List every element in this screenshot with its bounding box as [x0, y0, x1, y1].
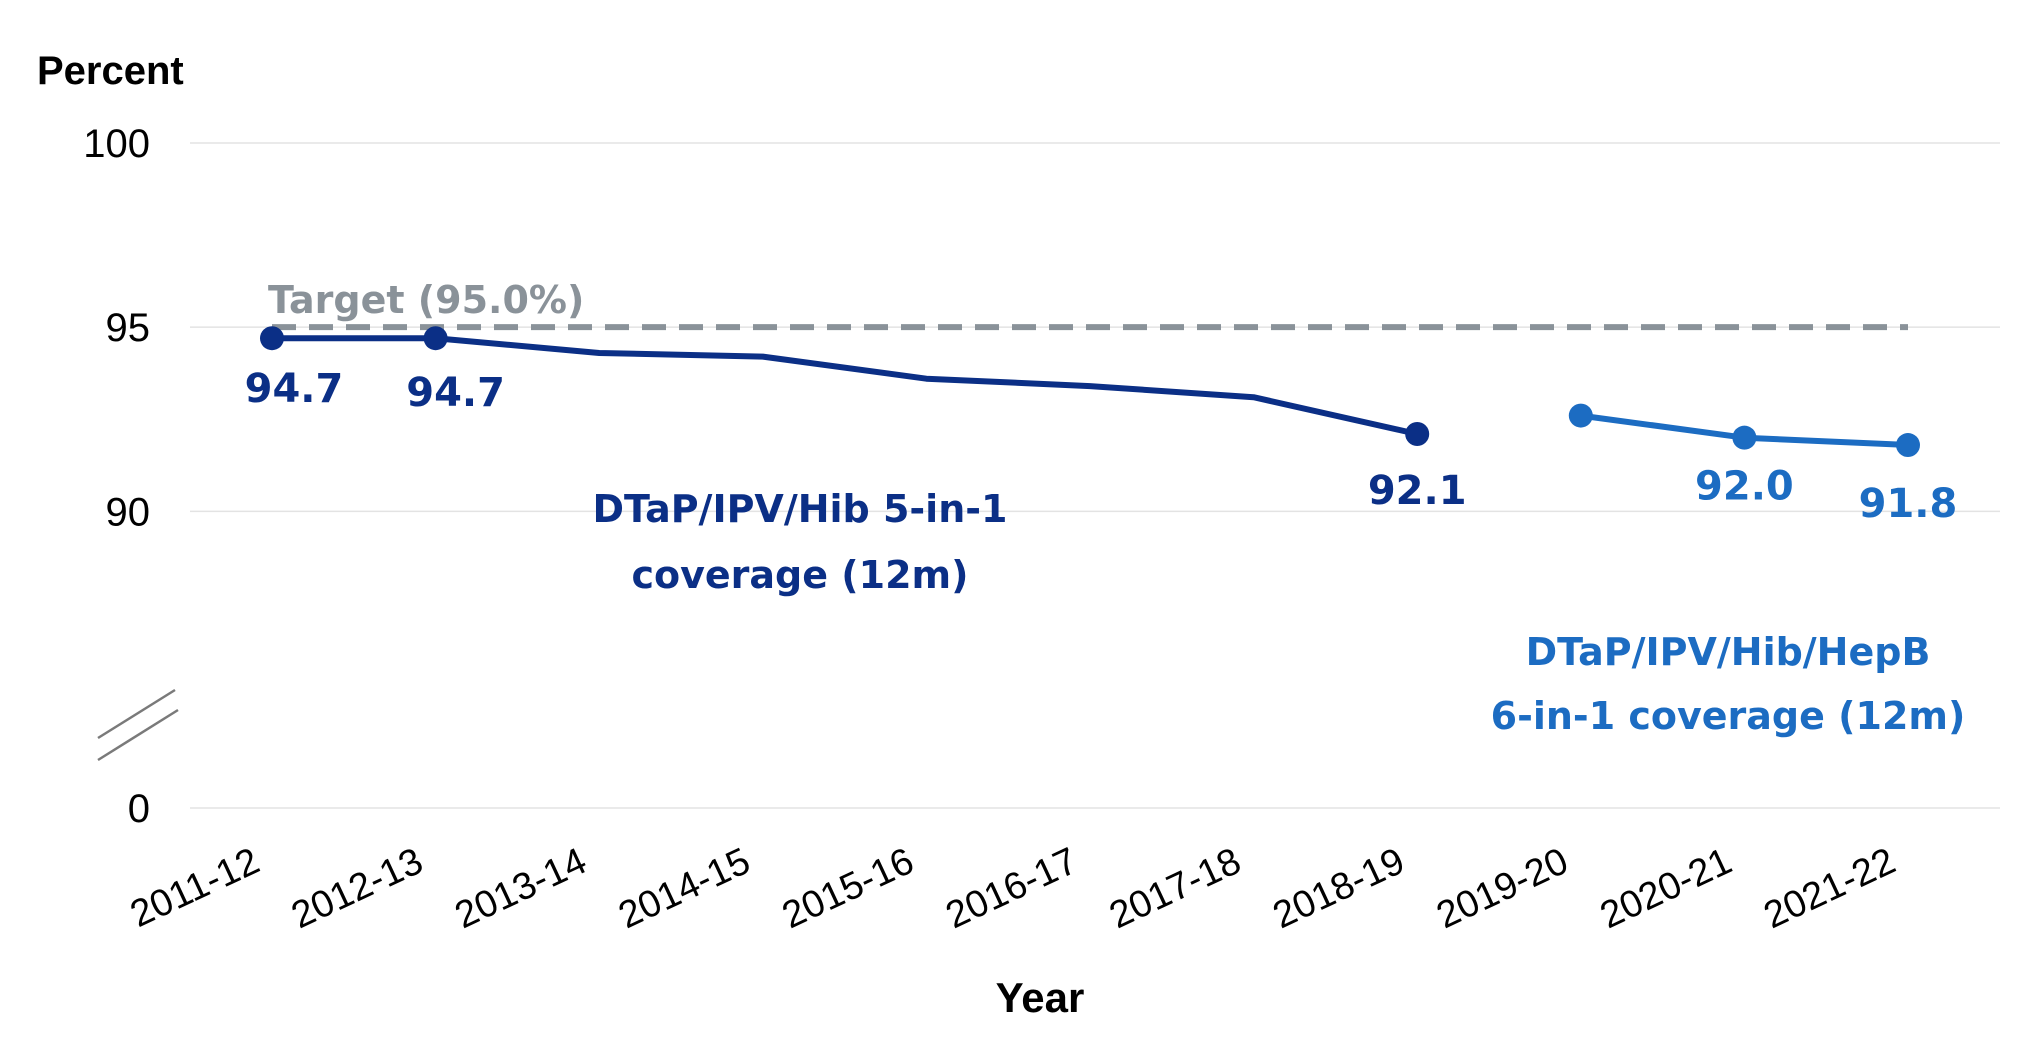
- y-axis-title: Percent: [37, 49, 184, 93]
- x-tick-label: 2020-21: [1594, 840, 1738, 937]
- data-label: 94.7: [406, 370, 505, 416]
- axis-break-icon: [97, 688, 179, 762]
- data-point: [1896, 433, 1920, 458]
- x-tick-label: 2019-20: [1430, 840, 1574, 937]
- x-axis-ticks: 2011-12 2012-13 2013-14 2014-15 2015-16 2016-…: [124, 840, 1902, 937]
- x-axis-title: Year: [996, 974, 1085, 1021]
- axis-break-stroke: [97, 688, 176, 740]
- x-tick-label: 2014-15: [612, 840, 756, 937]
- target-label: Target (95.0%): [268, 278, 584, 322]
- target-line-group: Target (95.0%): [268, 278, 1908, 331]
- x-tick-label: 2021-22: [1758, 840, 1902, 937]
- series-name-label: coverage (12m): [632, 553, 969, 597]
- data-point: [260, 326, 284, 351]
- y-tick-label: 0: [128, 787, 150, 831]
- data-point: [1568, 403, 1593, 428]
- data-point: [423, 326, 448, 351]
- series-lines: [272, 335, 1909, 448]
- data-label: 92.0: [1695, 464, 1794, 510]
- series-markers: [260, 326, 1920, 458]
- x-tick-label: 2011-12: [124, 840, 266, 936]
- x-tick-label: 2016-17: [940, 840, 1084, 937]
- data-label: 91.8: [1859, 481, 1958, 527]
- x-tick-label: 2017-18: [1103, 840, 1247, 937]
- axis-break-stroke: [97, 708, 179, 762]
- y-tick-label: 100: [83, 122, 150, 166]
- x-tick-label: 2012-13: [285, 840, 429, 937]
- series-name-label: 6-in-1 coverage (12m): [1491, 694, 1966, 738]
- y-axis-ticks: 100 95 90 0: [83, 122, 150, 831]
- series-line-1: [272, 335, 1418, 437]
- data-point: [1732, 425, 1757, 450]
- data-point: [1405, 421, 1430, 446]
- data-label: 92.1: [1368, 468, 1467, 514]
- y-tick-label: 95: [106, 306, 151, 350]
- x-tick-label: 2018-19: [1267, 840, 1411, 937]
- data-labels: 94.7 94.7 92.1 92.0 91.8: [245, 366, 1958, 527]
- y-tick-label: 90: [106, 490, 151, 534]
- data-label: 94.7: [245, 366, 344, 412]
- x-tick-label: 2015-16: [776, 840, 920, 937]
- series-name-label: DTaP/IPV/Hib/HepB: [1526, 630, 1931, 674]
- series-name-labels: DTaP/IPV/Hib 5-in-1 coverage (12m) DTaP/IP…: [593, 487, 1966, 738]
- x-tick-label: 2013-14: [449, 840, 593, 937]
- series-name-label: DTaP/IPV/Hib 5-in-1: [593, 487, 1008, 531]
